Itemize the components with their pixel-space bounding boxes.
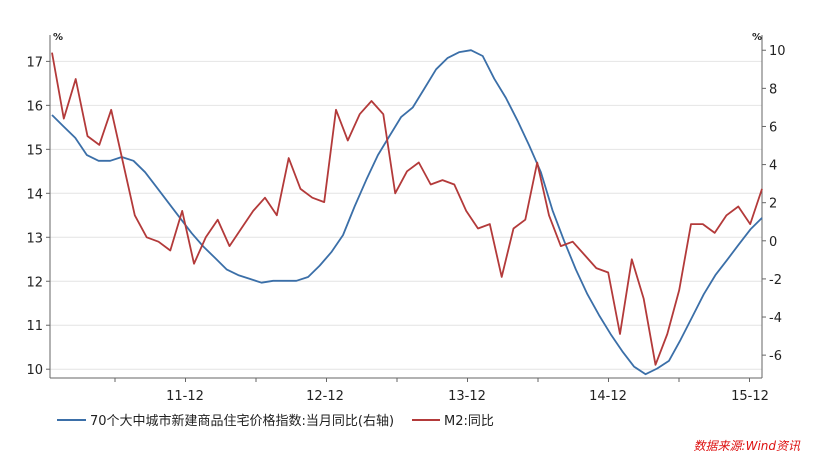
right-axis-unit: % bbox=[752, 32, 762, 43]
right-tick-label: 8 bbox=[769, 82, 777, 97]
left-tick-label: 15 bbox=[26, 143, 43, 158]
left-tick-label: 16 bbox=[26, 99, 43, 114]
x-tick-label: 11-12 bbox=[166, 389, 204, 404]
x-axis-ticks: 11-12 12-12 13-12 14-12 15-12 bbox=[114, 378, 769, 404]
right-tick-label: 4 bbox=[769, 159, 777, 174]
left-tick-label: 17 bbox=[26, 55, 43, 70]
x-tick-label: 12-12 bbox=[306, 389, 344, 404]
left-tick-label: 13 bbox=[26, 231, 43, 246]
left-tick-label: 12 bbox=[26, 275, 43, 290]
legend-label-series-2: M2:同比 bbox=[444, 414, 494, 429]
left-axis-unit: % bbox=[53, 32, 63, 43]
axes bbox=[49, 35, 763, 379]
source-note: 数据来源:Wind资讯 bbox=[694, 439, 801, 453]
legend-label-series-1: 70个大中城市新建商品住宅价格指数:当月同比(右轴) bbox=[90, 413, 394, 429]
left-tick-label: 10 bbox=[26, 363, 43, 378]
legend: 70个大中城市新建商品住宅价格指数:当月同比(右轴) M2:同比 bbox=[57, 413, 494, 429]
right-axis-ticks: -6 -4 -2 0 2 4 6 8 10 bbox=[762, 44, 786, 364]
grid-lines bbox=[50, 60, 762, 370]
x-tick-label: 14-12 bbox=[589, 389, 627, 404]
right-tick-label: 6 bbox=[769, 120, 777, 135]
series-line-1 bbox=[51, 49, 763, 376]
x-tick-label: 15-12 bbox=[731, 389, 769, 404]
left-tick-label: 11 bbox=[26, 319, 43, 334]
series-line-2 bbox=[51, 52, 763, 366]
right-tick-label: -2 bbox=[769, 273, 782, 288]
right-tick-label: 2 bbox=[769, 197, 777, 212]
right-tick-label: 10 bbox=[769, 44, 786, 59]
left-axis-ticks: 10 11 12 13 14 15 16 17 bbox=[26, 55, 50, 378]
series-layer bbox=[51, 49, 763, 376]
x-tick-label: 13-12 bbox=[448, 389, 486, 404]
right-tick-label: -4 bbox=[769, 311, 782, 326]
left-tick-label: 14 bbox=[26, 187, 43, 202]
right-tick-label: -6 bbox=[769, 349, 782, 364]
right-tick-label: 0 bbox=[769, 235, 777, 250]
